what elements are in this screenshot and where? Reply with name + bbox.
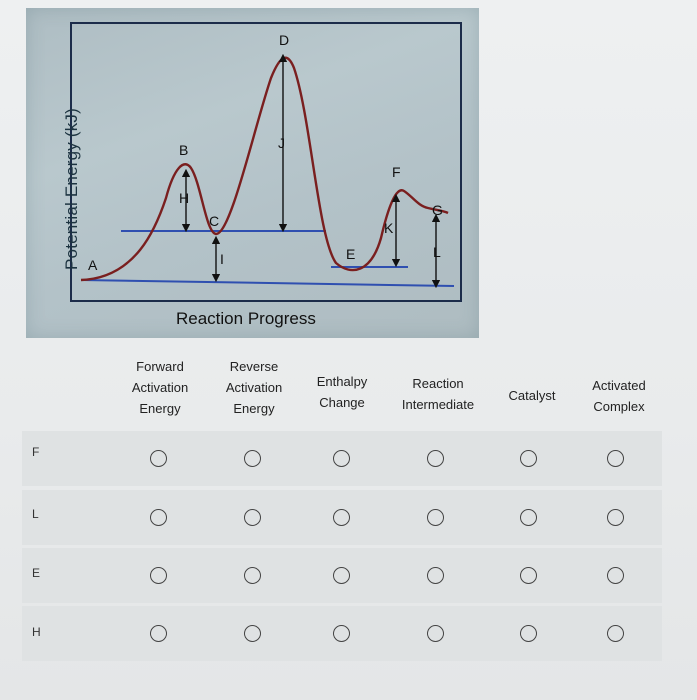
radio-l-forward-activation[interactable] xyxy=(150,509,167,526)
col-forward-activation: Forward Activation Energy xyxy=(110,356,210,419)
radio-e-activated-complex[interactable] xyxy=(607,567,624,584)
radio-l-catalyst[interactable] xyxy=(520,509,537,526)
radio-l-reaction-intermediate[interactable] xyxy=(427,509,444,526)
radio-f-reaction-intermediate[interactable] xyxy=(427,450,444,467)
col-reverse-activation: Reverse Activation Energy xyxy=(204,356,304,419)
label-k: K xyxy=(384,220,394,236)
label-h: H xyxy=(179,190,190,206)
radio-h-reverse-activation[interactable] xyxy=(244,625,261,642)
radio-h-reaction-intermediate[interactable] xyxy=(427,625,444,642)
radio-e-reaction-intermediate[interactable] xyxy=(427,567,444,584)
col-header-line: Complex xyxy=(593,399,645,414)
label-b: B xyxy=(179,142,189,158)
radio-h-forward-activation[interactable] xyxy=(150,625,167,642)
label-g: G xyxy=(432,202,443,218)
axes-frame xyxy=(70,22,462,302)
label-c: C xyxy=(209,213,220,229)
col-header-line: Change xyxy=(319,395,365,410)
label-l: L xyxy=(433,244,441,260)
label-i: I xyxy=(220,251,224,267)
radio-l-activated-complex[interactable] xyxy=(607,509,624,526)
label-d: D xyxy=(279,32,290,48)
radio-f-enthalpy-change[interactable] xyxy=(333,450,350,467)
radio-f-activated-complex[interactable] xyxy=(607,450,624,467)
col-header-line: Activation xyxy=(225,380,283,395)
col-header-line: Energy xyxy=(139,401,181,416)
col-header-line: Reverse xyxy=(229,359,279,374)
col-activated-complex: Activated Complex xyxy=(569,375,669,417)
radio-f-reverse-activation[interactable] xyxy=(244,450,261,467)
row-label: F xyxy=(32,445,40,459)
col-header-line: Enthalpy xyxy=(316,374,368,389)
x-axis-title: Reaction Progress xyxy=(176,309,316,328)
table-row: E xyxy=(22,548,662,603)
col-enthalpy-change: Enthalpy Change xyxy=(292,371,392,413)
table-row: H xyxy=(22,606,662,661)
row-label: E xyxy=(32,566,41,580)
col-header-line: Activation xyxy=(131,380,189,395)
y-axis-title: Potential Energy (kJ) xyxy=(62,108,81,270)
label-a: A xyxy=(88,257,98,273)
radio-l-reverse-activation[interactable] xyxy=(244,509,261,526)
diagram-canvas xyxy=(70,22,462,302)
radio-f-catalyst[interactable] xyxy=(520,450,537,467)
col-catalyst: Catalyst xyxy=(482,385,582,406)
label-f: F xyxy=(392,164,401,180)
radio-h-catalyst[interactable] xyxy=(520,625,537,642)
row-label: L xyxy=(32,507,39,521)
col-header-line: Energy xyxy=(233,401,275,416)
radio-e-catalyst[interactable] xyxy=(520,567,537,584)
col-reaction-intermediate: Reaction Intermediate xyxy=(388,373,488,415)
energy-diagram: Potential Energy (kJ) Reaction Progress … xyxy=(26,8,479,338)
radio-e-forward-activation[interactable] xyxy=(150,567,167,584)
radio-h-enthalpy-change[interactable] xyxy=(333,625,350,642)
table-row: F xyxy=(22,431,662,486)
reactant-level xyxy=(80,279,455,287)
radio-f-forward-activation[interactable] xyxy=(150,450,167,467)
energy-curve xyxy=(80,56,449,282)
table-row: L xyxy=(22,490,662,545)
radio-h-activated-complex[interactable] xyxy=(607,625,624,642)
col-header-line: Forward xyxy=(136,359,184,374)
row-label: H xyxy=(32,625,41,639)
col-header-line: Reaction xyxy=(412,376,464,391)
label-e: E xyxy=(346,246,356,262)
radio-e-reverse-activation[interactable] xyxy=(244,567,261,584)
radio-l-enthalpy-change[interactable] xyxy=(333,509,350,526)
col-header-line: Intermediate xyxy=(401,397,475,412)
radio-e-enthalpy-change[interactable] xyxy=(333,567,350,584)
col-header-line: Activated xyxy=(592,378,646,393)
label-j: J xyxy=(278,135,285,151)
col-header-line: Catalyst xyxy=(508,388,556,403)
